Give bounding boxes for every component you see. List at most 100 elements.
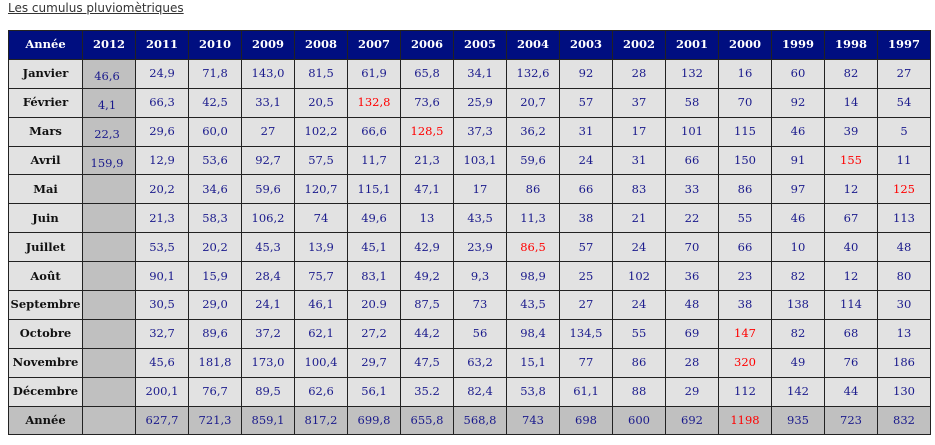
rainfall-cell: 38: [718, 290, 772, 320]
rainfall-cell: 46: [771, 116, 825, 147]
rainfall-cell: 159,9: [82, 145, 136, 176]
rainfall-cell: [82, 203, 136, 234]
rainfall-cell: 67: [824, 203, 878, 234]
rainfall-cell: 55: [612, 318, 666, 349]
rainfall-cell: 568,8: [453, 405, 507, 436]
rainfall-cell: 13: [877, 318, 931, 349]
rainfall-cell: 68: [824, 318, 878, 349]
rainfall-cell: 81,5: [294, 58, 348, 89]
rainfall-cell: 115,1: [347, 174, 401, 205]
rainfall-cell: 24,9: [135, 58, 189, 89]
month-label: Avril: [8, 145, 83, 176]
rainfall-cell: 69: [665, 318, 719, 349]
rainfall-cell: 132,6: [506, 58, 560, 89]
rainfall-cell: 17: [453, 174, 507, 205]
rainfall-cell: 698: [559, 405, 613, 436]
rainfall-cell: 150: [718, 145, 772, 176]
header-year: 2007: [347, 30, 401, 60]
header-year: 2003: [559, 30, 613, 60]
rainfall-value: 159,9: [90, 156, 124, 170]
rainfall-cell: 35.2: [400, 376, 454, 407]
header-year: 2006: [400, 30, 454, 60]
rainfall-cell: 102: [612, 261, 666, 292]
rainfall-cell: 103,1: [453, 145, 507, 176]
month-label: Novembre: [8, 347, 83, 378]
rainfall-cell: 128,5: [400, 116, 454, 147]
rainfall-cell: 92,7: [241, 145, 295, 176]
rainfall-cell: 62,1: [294, 318, 348, 349]
month-row: Octobre 32,7 89,6 37,2 62,1 27,2 44,2 56 98,4 134…: [8, 318, 931, 349]
month-label: Septembre: [8, 290, 83, 320]
rainfall-cell: 34,6: [188, 174, 242, 205]
rainfall-cell: 20,2: [135, 174, 189, 205]
header-year: 2009: [241, 30, 295, 60]
rainfall-cell: [82, 376, 136, 407]
rainfall-cell: 42,5: [188, 87, 242, 118]
rainfall-cell: 30: [877, 290, 931, 320]
rainfall-cell: 75,7: [294, 261, 348, 292]
month-row: Septembre 30,5 29,0 24,1 46,1 20.9 87,5 73 43,5 2…: [8, 290, 931, 320]
month-label: Février: [8, 87, 83, 118]
rainfall-cell: 186: [877, 347, 931, 378]
rainfall-cell: 31: [612, 145, 666, 176]
rainfall-cell: 114: [824, 290, 878, 320]
rainfall-cell: 98,4: [506, 318, 560, 349]
rainfall-cell: 66,3: [135, 87, 189, 118]
rainfall-cell: 63,2: [453, 347, 507, 378]
rainfall-cell: 16: [718, 58, 772, 89]
rainfall-cell: 859,1: [241, 405, 295, 436]
rainfall-cell: 82: [771, 318, 825, 349]
rainfall-cell: 147: [718, 318, 772, 349]
rainfall-cell: 11,7: [347, 145, 401, 176]
rainfall-cell: 10: [771, 232, 825, 263]
month-label: Décembre: [8, 376, 83, 407]
rainfall-cell: 59,6: [506, 145, 560, 176]
rainfall-cell: 60,0: [188, 116, 242, 147]
rainfall-cell: 86: [718, 174, 772, 205]
rainfall-cell: 48: [665, 290, 719, 320]
rainfall-cell: 832: [877, 405, 931, 436]
rainfall-cell: 44,2: [400, 318, 454, 349]
total-label: Année: [8, 405, 83, 436]
rainfall-cell: 699,8: [347, 405, 401, 436]
rainfall-cell: 15,9: [188, 261, 242, 292]
month-label: Juillet: [8, 232, 83, 263]
rainfall-cell: 12: [824, 261, 878, 292]
month-row: Mars 22,3 29,6 60,0 27 102,2 66,6 128,5 37,3 36,2…: [8, 116, 931, 147]
rainfall-cell: 60: [771, 58, 825, 89]
rainfall-cell: 82: [771, 261, 825, 292]
rainfall-cell: 31: [559, 116, 613, 147]
header-year: 2008: [294, 30, 348, 60]
rainfall-cell: 22,3: [82, 116, 136, 147]
rainfall-cell: 627,7: [135, 405, 189, 436]
month-label: Août: [8, 261, 83, 292]
rainfall-value: 22,3: [94, 127, 120, 142]
rainfall-cell: 57,5: [294, 145, 348, 176]
rainfall-cell: 15,1: [506, 347, 560, 378]
rainfall-cell: 73,6: [400, 87, 454, 118]
month-label: Octobre: [8, 318, 83, 349]
rainfall-cell: 57: [559, 87, 613, 118]
rainfall-cell: 27: [877, 58, 931, 89]
rainfall-cell: 21,3: [400, 145, 454, 176]
rainfall-cell: 34,1: [453, 58, 507, 89]
rainfall-cell: 173,0: [241, 347, 295, 378]
rainfall-value: 4,1: [97, 98, 117, 113]
rainfall-cell: 46,1: [294, 290, 348, 320]
rainfall-cell: 44: [824, 376, 878, 407]
rainfall-cell: 200,1: [135, 376, 189, 407]
rainfall-cell: 37,2: [241, 318, 295, 349]
rainfall-cell: 20,7: [506, 87, 560, 118]
rainfall-cell: 66,6: [347, 116, 401, 147]
rainfall-cell: 46,6: [82, 58, 136, 89]
rainfall-cell: 83: [612, 174, 666, 205]
rainfall-cell: 29: [665, 376, 719, 407]
rainfall-cell: 27: [559, 290, 613, 320]
rainfall-cell: 76,7: [188, 376, 242, 407]
rainfall-cell: 12: [824, 174, 878, 205]
rainfall-cell: [82, 405, 136, 436]
rainfall-cell: 74: [294, 203, 348, 234]
rainfall-cell: 45,3: [241, 232, 295, 263]
rainfall-cell: 13,9: [294, 232, 348, 263]
rainfall-cell: 86,5: [506, 232, 560, 263]
